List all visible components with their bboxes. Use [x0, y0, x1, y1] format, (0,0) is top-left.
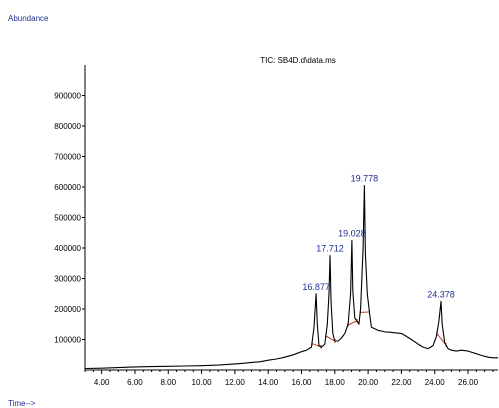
y-tick-label: 900000: [54, 92, 81, 101]
peak-label: 17.712: [316, 244, 344, 254]
y-tick-label: 700000: [54, 153, 81, 162]
x-tick-label: 24.00: [425, 378, 446, 387]
x-tick-label: 16.00: [291, 378, 312, 387]
x-tick-label: 12.00: [225, 378, 246, 387]
peak-labels: 16.877 17.712 19.028 19.778 24.378: [302, 173, 454, 299]
y-tick-label: 600000: [54, 183, 81, 192]
peak-label: 19.028: [338, 228, 366, 238]
y-tick-label: 300000: [54, 275, 81, 284]
axis-ticks: 100000 200000 300000 400000 500000 600000 7000…: [54, 92, 494, 387]
axes: [84, 65, 498, 371]
peak-label: 19.778: [351, 173, 379, 183]
integration-baseline: [325, 335, 336, 342]
x-tick-label: 6.00: [127, 378, 143, 387]
peak-label: 24.378: [427, 289, 455, 299]
x-tick-label: 22.00: [391, 378, 412, 387]
x-tick-label: 26.00: [458, 378, 479, 387]
x-tick-label: 4.00: [94, 378, 110, 387]
y-axis-label: Abundance: [8, 14, 49, 23]
y-tick-label: 100000: [54, 336, 81, 345]
y-tick-label: 200000: [54, 305, 81, 314]
trace-layer: [84, 184, 498, 370]
chart-title: TIC: SB4D.d\data.ms: [260, 56, 336, 65]
y-tick-label: 400000: [54, 244, 81, 253]
x-tick-label: 14.00: [258, 378, 279, 387]
x-tick-label: 8.00: [160, 378, 176, 387]
tic-trace: [84, 184, 498, 370]
y-tick-label: 800000: [54, 122, 81, 131]
peak-label: 16.877: [302, 282, 330, 292]
x-tick-label: 10.00: [192, 378, 213, 387]
x-tick-label: 20.00: [358, 378, 379, 387]
x-tick-label: 18.00: [325, 378, 346, 387]
x-axis-label: Time-->: [8, 399, 36, 408]
y-tick-label: 500000: [54, 214, 81, 223]
integration-baseline: [347, 320, 358, 326]
